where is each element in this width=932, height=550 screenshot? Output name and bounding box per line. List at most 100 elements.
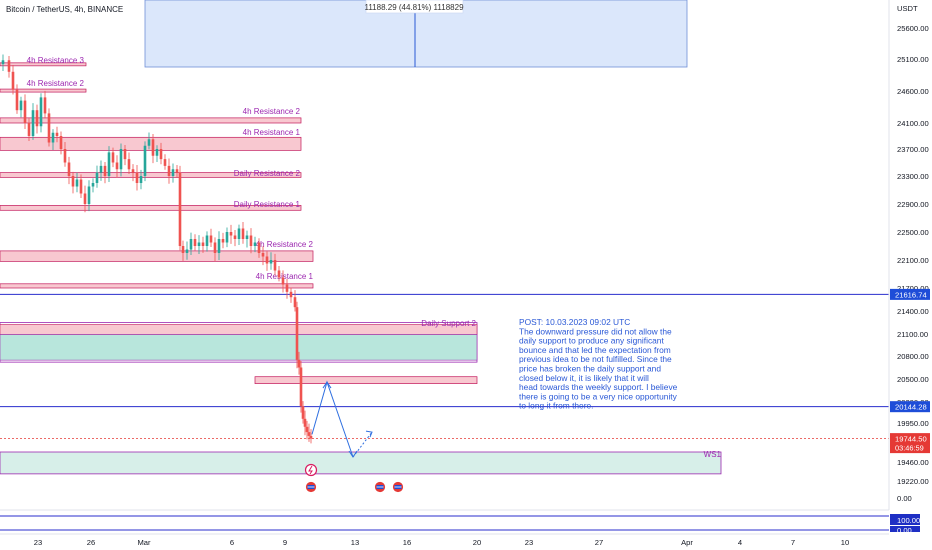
- candle-body: [193, 239, 197, 246]
- candle-body: [261, 253, 265, 257]
- candle-body: [309, 435, 313, 439]
- candle-body: [307, 432, 311, 436]
- annotation-line: head towards the weekly support. I belie…: [519, 382, 678, 392]
- candle-body: [221, 239, 225, 243]
- annotation-note[interactable]: POST: 10.03.2023 09:02 UTC The downward p…: [519, 317, 678, 411]
- time-tick-label: 26: [87, 538, 95, 547]
- candle-body: [91, 183, 95, 187]
- time-tick-label: 6: [230, 538, 234, 547]
- indicator-badge-100-text: 100.00: [897, 516, 920, 525]
- price-tick-label: 25100.00: [897, 55, 929, 64]
- candle-body: [107, 152, 111, 176]
- candle-body: [159, 149, 163, 160]
- annotation-line: The downward pressure did not allow the: [519, 326, 672, 336]
- candle-body: [249, 235, 253, 246]
- lightning-event-icon[interactable]: [304, 463, 318, 477]
- candle-body: [27, 123, 31, 136]
- time-tick-label: 9: [283, 538, 287, 547]
- candle-body: [71, 176, 75, 187]
- resistance-zone[interactable]: [0, 117, 302, 124]
- indicator-pane: 0.00 100.00 0.00: [0, 494, 920, 535]
- projection-arrowhead-end: [365, 430, 373, 438]
- candle-body: [1, 60, 5, 65]
- time-tick-label: 20: [473, 538, 481, 547]
- resistance-zone[interactable]: [0, 205, 302, 211]
- candle-body: [151, 139, 155, 156]
- candle-body: [285, 284, 289, 292]
- zone-label: Daily Resistance 1: [234, 200, 301, 209]
- candle-body: [217, 239, 221, 253]
- resistance-zone[interactable]: [0, 62, 87, 67]
- annotation-line: previous idea to be not fulfilled. Since…: [519, 354, 672, 364]
- resistance-zone[interactable]: [0, 172, 302, 178]
- zone-label: 4h Resistance 1: [256, 272, 314, 281]
- price-tick-label: 22500.00: [897, 228, 929, 237]
- candle-body: [79, 179, 83, 194]
- candle-body: [281, 277, 285, 285]
- resistance-zone[interactable]: [0, 250, 314, 262]
- candle-body: [127, 159, 131, 170]
- candle-body: [277, 270, 281, 278]
- candle-body: [7, 60, 11, 72]
- candle-body: [257, 242, 261, 253]
- event-badges[interactable]: [304, 463, 404, 493]
- zone-label: Daily Resistance 2: [234, 169, 301, 178]
- time-tick-label: 13: [351, 538, 359, 547]
- candle-body: [123, 149, 127, 160]
- candle-body: [265, 256, 269, 264]
- candle-body: [59, 136, 63, 149]
- price-axis: USDT: [888, 0, 918, 510]
- resistance-zone[interactable]: [0, 88, 87, 93]
- candle-body: [303, 418, 307, 427]
- annotation-line: closed below it, it is likely that it wi…: [519, 373, 649, 383]
- weekly-support-zone[interactable]: [0, 451, 722, 475]
- candle-body: [305, 426, 309, 433]
- candle-body: [245, 235, 249, 239]
- resistance-zone[interactable]: [0, 136, 302, 151]
- candle-body: [139, 176, 143, 183]
- price-tick-label: 21700.00: [897, 284, 929, 293]
- measure-label-box: [365, 0, 464, 14]
- candle-body: [253, 242, 257, 246]
- price-badge: [890, 401, 930, 413]
- price-tick-label: 21400.00: [897, 307, 929, 316]
- indicator-tick-top: 0.00: [897, 494, 912, 503]
- candle-body: [201, 242, 205, 246]
- candle-body: [213, 242, 217, 253]
- time-tick-label: 16: [403, 538, 411, 547]
- candle-body: [19, 100, 23, 111]
- candle-body: [15, 89, 19, 111]
- price-tick-label: 23700.00: [897, 145, 929, 154]
- candle-body: [99, 165, 103, 173]
- candle-body: [11, 71, 15, 90]
- candle-body: [209, 235, 213, 243]
- candle-body: [131, 169, 135, 173]
- time-tick-label: 7: [791, 538, 795, 547]
- zone-label: 4h Resistance 2: [256, 240, 314, 249]
- resistance-zone[interactable]: [0, 283, 314, 289]
- candle-body: [299, 367, 303, 407]
- annotation-line: price has broken the daily support and: [519, 364, 661, 374]
- candle-body: [111, 152, 115, 163]
- candle-body: [75, 179, 79, 187]
- annotation-line: bounce and that led the expectation from: [519, 345, 671, 355]
- zone-label: 4h Resistance 2: [27, 79, 85, 88]
- price-tick-label: 19460.00: [897, 458, 929, 467]
- price-tick-label: 23300.00: [897, 172, 929, 181]
- candle-body: [175, 169, 179, 173]
- indicator-badge-0-text: 0.00: [897, 526, 912, 535]
- candle-body: [143, 145, 147, 176]
- resistance-zone[interactable]: [254, 376, 478, 384]
- zone-label: 4h Resistance 3: [27, 56, 85, 65]
- candle-body: [167, 165, 171, 176]
- zone-label: Daily Support 2: [421, 319, 476, 328]
- zone-label: 4h Resistance 1: [243, 128, 301, 137]
- price-axis-unit: USDT: [897, 4, 918, 13]
- projection-arrowhead-down: [348, 450, 358, 458]
- time-tick-label: 23: [525, 538, 533, 547]
- candle-body: [103, 165, 107, 176]
- time-tick-label: 4: [738, 538, 742, 547]
- candle-body: [47, 113, 51, 143]
